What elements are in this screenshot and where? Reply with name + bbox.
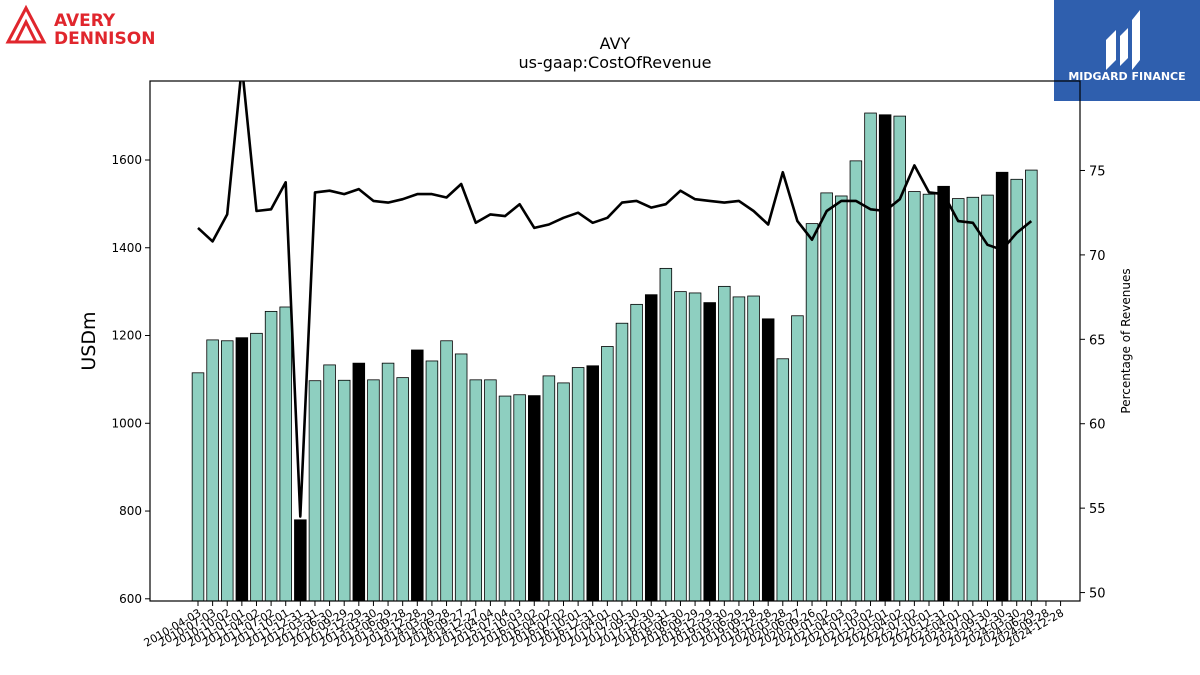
ytick-label-1600: 1600 xyxy=(111,153,142,167)
bar-2014-03-29 xyxy=(425,360,439,602)
bar-2010-07-03 xyxy=(206,339,219,602)
chart-subtitle: us-gaap:CostOfRevenue xyxy=(518,53,711,72)
bar-2018-09-29 xyxy=(688,292,702,602)
bar-2020-03-28 xyxy=(776,358,790,602)
bar-2022-07-02 xyxy=(908,191,921,602)
bar-2024-03-30 xyxy=(1010,178,1023,602)
bar-2017-09-30 xyxy=(630,303,643,602)
bar-2022-12-31 xyxy=(937,185,950,602)
ytick-label-1400: 1400 xyxy=(111,241,142,255)
bar-2018-06-30 xyxy=(674,291,687,602)
y2tick-label-55: 55 xyxy=(1089,502,1106,517)
logo-line1: AVERY xyxy=(54,11,116,31)
midgard-finance-logo: MIDGARD FINANCE xyxy=(1054,0,1200,101)
bar-2023-07-01 xyxy=(966,196,980,602)
bar-2012-09-29 xyxy=(337,379,351,602)
bar-2016-01-02 xyxy=(528,395,541,602)
bar-2021-01-02 xyxy=(820,192,833,602)
bar-2011-10-01 xyxy=(279,306,292,602)
bar-2021-04-03 xyxy=(835,195,848,602)
publisher-name: MIDGARD FINANCE xyxy=(1068,70,1185,83)
bar-2018-03-31 xyxy=(659,267,673,602)
x-axis: 2010-04-032010-07-032010-10-022011-01-01… xyxy=(142,601,1066,650)
bar-2022-01-01 xyxy=(878,114,892,602)
bar-2016-04-02 xyxy=(542,375,556,602)
bar-2018-12-29 xyxy=(703,302,716,602)
ytick-label-800: 800 xyxy=(119,504,142,518)
y2tick-label-60: 60 xyxy=(1089,418,1106,433)
bar-2013-06-29 xyxy=(381,362,395,602)
ytick-label-1000: 1000 xyxy=(111,416,142,430)
plot-frame xyxy=(149,80,1081,602)
bar-2017-07-01 xyxy=(615,322,629,602)
bar-2020-06-27 xyxy=(791,315,804,602)
y-axis-label: USDm xyxy=(78,311,100,370)
bar-2015-04-04 xyxy=(484,379,497,602)
midgard-finance-mark-icon xyxy=(1106,10,1140,70)
bar-2023-09-30 xyxy=(981,194,994,602)
bar-2023-12-30 xyxy=(995,171,1009,602)
chart-title: AVY xyxy=(600,34,631,53)
bar-2019-09-28 xyxy=(747,295,760,602)
bar-2011-04-02 xyxy=(250,332,263,602)
bar-2016-07-02 xyxy=(557,382,570,602)
bars-layer xyxy=(191,112,1038,602)
ytick-label-600: 600 xyxy=(119,592,142,606)
bar-2024-06-29 xyxy=(1025,169,1038,602)
bar-2013-12-28 xyxy=(411,349,424,602)
bar-2019-06-29 xyxy=(732,296,746,602)
percent-of-revenue-line xyxy=(197,81,1033,518)
ytick-label-1200: 1200 xyxy=(111,329,142,343)
bar-2022-10-01 xyxy=(922,193,936,602)
line-layer xyxy=(197,81,1033,518)
logo-line2: DENNISON xyxy=(54,29,155,48)
bar-2014-09-27 xyxy=(454,353,468,602)
bar-2019-03-30 xyxy=(718,285,731,602)
bar-2017-12-30 xyxy=(644,294,658,602)
bar-2023-04-01 xyxy=(951,198,965,602)
bar-2011-12-31 xyxy=(294,519,307,602)
bar-2014-12-27 xyxy=(469,379,483,602)
bar-2017-04-01 xyxy=(601,346,614,602)
y2tick-label-70: 70 xyxy=(1089,249,1106,264)
bar-2011-01-01 xyxy=(235,337,249,602)
bar-2020-09-26 xyxy=(805,223,819,602)
bar-2015-07-04 xyxy=(498,395,512,602)
bar-2011-07-02 xyxy=(264,310,278,602)
bar-2012-06-30 xyxy=(323,364,336,602)
bar-2016-12-31 xyxy=(586,365,599,602)
bar-2014-06-28 xyxy=(440,340,453,602)
y2tick-label-65: 65 xyxy=(1089,333,1106,348)
avery-dennison-mark-icon xyxy=(5,4,47,44)
bar-2021-10-02 xyxy=(864,112,877,602)
bar-2012-12-29 xyxy=(352,362,366,602)
y2-axis-label: Percentage of Revenues xyxy=(1119,268,1133,413)
bar-2019-12-28 xyxy=(761,318,775,602)
bar-2013-03-30 xyxy=(367,379,380,602)
bar-2010-04-03 xyxy=(191,372,205,602)
bar-2015-10-03 xyxy=(513,394,526,602)
y2tick-label-75: 75 xyxy=(1089,164,1106,179)
bar-2016-10-01 xyxy=(571,367,585,602)
bar-2013-09-28 xyxy=(396,377,409,602)
bar-2010-10-02 xyxy=(220,340,234,602)
avery-dennison-logo: AVERY DENNISON xyxy=(5,4,155,48)
bar-2012-03-31 xyxy=(308,380,322,602)
y-axis: 600 800 1000 1200 1400 1600 xyxy=(111,153,150,606)
y2tick-label-50: 50 xyxy=(1089,587,1106,602)
bar-2021-07-03 xyxy=(849,160,863,602)
y2-axis: 50 55 60 65 70 75 xyxy=(1080,164,1106,602)
